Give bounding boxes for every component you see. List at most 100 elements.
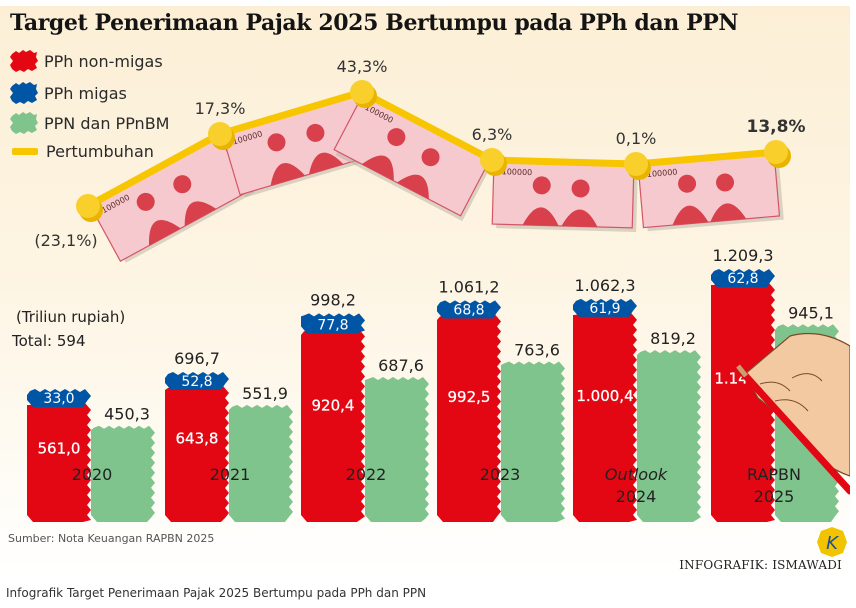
portrait-head (136, 192, 155, 211)
infographic-panel: Target Penerimaan Pajak 2025 Bertumpu pa… (0, 6, 850, 574)
banknote: 100000 (637, 151, 784, 232)
portrait-head (421, 148, 440, 167)
portrait-body (270, 163, 306, 186)
category-label: Outlook (605, 465, 668, 484)
pushpin-icon (480, 148, 504, 172)
label-ppn: 687,6 (378, 356, 424, 375)
category-label: 2023 (480, 465, 521, 484)
portrait-head (532, 176, 551, 195)
portrait-head (387, 128, 406, 147)
bar-pph-migas (27, 388, 91, 407)
banknote-denomination: 100000 (502, 167, 533, 177)
category-label: 2022 (346, 465, 387, 484)
portrait-head (267, 133, 286, 152)
bar-ppn (501, 361, 565, 522)
label-pph-migas: 62,8 (727, 271, 758, 287)
portrait-body (184, 201, 217, 227)
bar-pph-migas (165, 372, 229, 391)
label-pph-migas: 33,0 (43, 391, 74, 407)
banknote-denomination: 100000 (647, 168, 678, 180)
pushpin-icon (208, 122, 232, 146)
logo-letter: K (826, 533, 839, 554)
credit-label: INFOGRAFIK: ISMAWADI (679, 558, 842, 572)
bar-pph-non-migas (27, 402, 91, 522)
legend-item-ppn: PPN dan PPnBM (10, 112, 169, 134)
growth-label: 6,3% (472, 125, 513, 144)
label-pph-migas: 61,9 (589, 301, 620, 317)
bar-pph-non-migas (711, 282, 775, 522)
portrait-body (361, 155, 394, 181)
label-pph-non-migas: 561,0 (38, 439, 81, 457)
legend-swatch-pph-migas (10, 82, 38, 104)
portrait-body (561, 209, 598, 227)
bar-pph-non-migas (301, 329, 365, 522)
label-pph-non-migas: 992,5 (448, 388, 491, 406)
bars-layer: 561,0 33,0 450,3 2020 643,8 52,8 551,9 696,7 202… (27, 246, 839, 522)
label-pph-total: 998,2 (310, 290, 356, 309)
bar-pph-non-migas (437, 314, 501, 522)
bar-ppn (91, 425, 155, 522)
pushpin-icon (76, 194, 100, 218)
portrait-body (672, 205, 709, 226)
unit-label: (Triliun rupiah) (16, 308, 125, 326)
category-label: 2020 (72, 465, 113, 484)
kompas-logo: K (817, 527, 847, 557)
pushpin-icon (624, 152, 648, 176)
bar-pph-non-migas (165, 386, 229, 522)
pencil-icon (738, 368, 850, 495)
portrait-head (678, 174, 697, 193)
label-ppn: 945,1 (788, 303, 834, 322)
label-pph-non-migas: 1.000,4 (576, 387, 633, 405)
bar-pph-migas (573, 298, 637, 317)
source-note: Sumber: Nota Keuangan RAPBN 2025 (8, 532, 215, 545)
bar-pph-migas (301, 313, 365, 334)
legend-item-pph-migas: PPh migas (10, 82, 127, 104)
bar-pph-non-migas (573, 312, 637, 522)
label-pph-migas: 68,8 (453, 303, 484, 319)
portrait-body (522, 207, 559, 226)
growth-label: 13,8% (747, 117, 806, 137)
label-pph-total: 1.209,3 (712, 246, 773, 265)
banknote: 100000 (491, 159, 638, 233)
label-pph-migas: 77,8 (317, 317, 348, 333)
bar-pph-migas (711, 268, 775, 287)
legend-swatch-pph-non-migas (10, 50, 38, 72)
legend-label: PPh non-migas (44, 51, 163, 71)
label-pph-total: 696,7 (174, 349, 220, 368)
bar-ppn (637, 350, 701, 522)
legend-label: Pertumbuhan (46, 142, 154, 161)
label-ppn: 763,6 (514, 340, 560, 359)
growth-line-layer: (23,1%) 17,3% 43,3% 6,3% 0,1% 13,8% (34, 57, 805, 250)
pushpin-icon (764, 140, 788, 164)
label-pph-total: 1.062,3 (574, 276, 635, 295)
portrait-body (308, 152, 344, 175)
category-label-year: 2024 (616, 487, 657, 506)
bar-pph-migas (437, 300, 501, 319)
legend-swatch-ppn (10, 112, 38, 134)
banknote-body (333, 92, 492, 217)
label-pph-total: 1.061,2 (438, 277, 499, 296)
label-ppn: 819,2 (650, 329, 696, 348)
first-total-label: Total: 594 (11, 332, 85, 350)
label-ppn: 450,3 (104, 405, 150, 424)
category-label-year: 2025 (754, 487, 795, 506)
category-label: 2021 (210, 465, 251, 484)
bar-ppn (229, 404, 293, 522)
portrait-body (710, 203, 747, 222)
legend-item-pph-non-migas: PPh non-migas (10, 50, 163, 72)
growth-line (86, 88, 777, 210)
legend-swatch-growth (12, 148, 38, 155)
portrait-body (149, 220, 181, 246)
legend-item-growth: Pertumbuhan (10, 142, 154, 161)
growth-label: 17,3% (195, 99, 246, 118)
portrait-body (396, 174, 429, 200)
bar-ppn (365, 377, 429, 522)
portrait-head (173, 175, 192, 194)
image-caption: Infografik Target Penerimaan Pajak 2025 … (6, 586, 427, 600)
legend-label: PPh migas (44, 83, 127, 103)
banknote-body (88, 134, 250, 263)
hand-illustration (736, 332, 850, 495)
chart-title: Target Penerimaan Pajak 2025 Bertumpu pa… (10, 10, 739, 36)
